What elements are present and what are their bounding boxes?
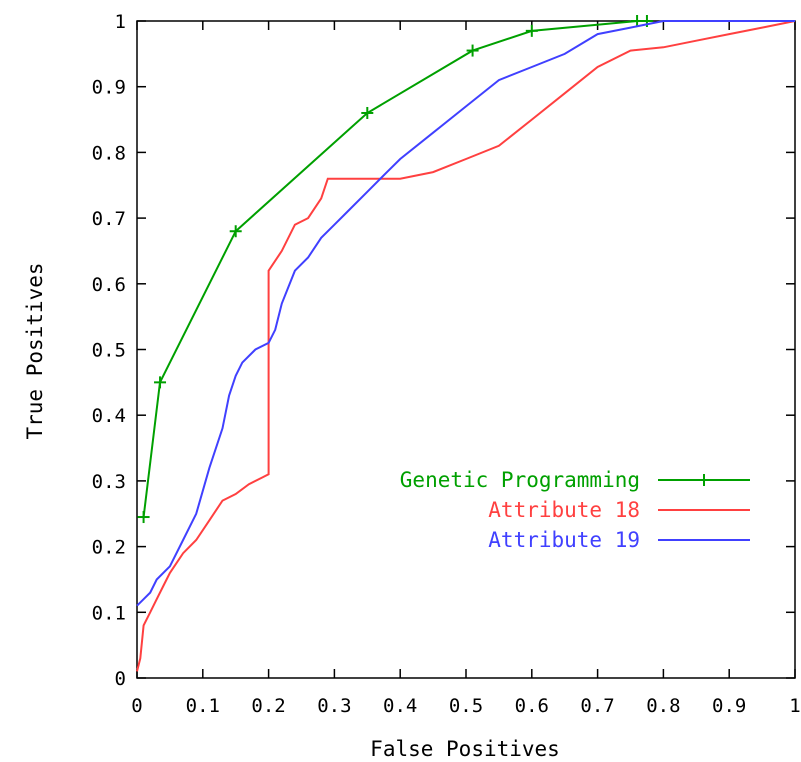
series-line-attribute-19 — [136, 20, 795, 607]
data-point-genetic-programming — [154, 376, 167, 389]
x-axis-label: False Positives — [370, 737, 560, 761]
x-tick-label: 0.4 — [383, 695, 417, 717]
y-tick-label: 0.6 — [92, 274, 126, 296]
y-tick-label: 0.5 — [92, 340, 126, 362]
y-tick-label: 0.3 — [92, 471, 126, 493]
y-tick-label: 1 — [115, 11, 126, 33]
x-tick-label: 0.8 — [646, 695, 680, 717]
x-tick-label: 0.3 — [317, 695, 351, 717]
y-axis-label: True Positives — [23, 262, 47, 439]
legend-label-attribute-19: Attribute 19 — [488, 528, 640, 552]
series-line-attribute-18 — [136, 20, 796, 672]
x-tick-label: 0.5 — [449, 695, 483, 717]
y-tick-label: 0.1 — [92, 602, 126, 624]
data-point-genetic-programming — [137, 511, 150, 524]
data-point-genetic-programming — [229, 225, 242, 238]
legend-label-attribute-18: Attribute 18 — [488, 498, 640, 522]
x-tick-label: 0.7 — [580, 695, 614, 717]
y-tick-label: 0.8 — [92, 142, 126, 164]
y-tick-label: 0.4 — [92, 405, 126, 427]
x-tick-label: 0.9 — [712, 695, 746, 717]
data-point-genetic-programming — [466, 44, 479, 57]
series-line-genetic-programming — [142, 20, 647, 518]
data-point-genetic-programming — [361, 106, 374, 119]
data-point-genetic-programming — [525, 24, 538, 37]
x-tick-label: 0.6 — [515, 695, 549, 717]
y-tick-label: 0.7 — [92, 208, 126, 230]
x-tick-label: 0 — [131, 695, 142, 717]
y-tick-label: 0 — [115, 668, 126, 690]
y-tick-label: 0.2 — [92, 537, 126, 559]
x-tick-label: 1 — [789, 695, 800, 717]
y-tick-label: 0.9 — [92, 77, 126, 99]
x-tick-label: 0.2 — [251, 695, 285, 717]
series-layer — [136, 15, 796, 672]
x-tick-label: 0.1 — [186, 695, 220, 717]
legend: Genetic Programming Attribute 18 Attribute… — [400, 468, 750, 552]
axis-ticks: 0 0.1 0.2 0.3 0.4 0.5 0.6 0.7 0.8 0.9 1 0 0.1 0.2 0.3 0… — [92, 11, 801, 717]
legend-label-genetic-programming: Genetic Programming — [400, 468, 640, 492]
